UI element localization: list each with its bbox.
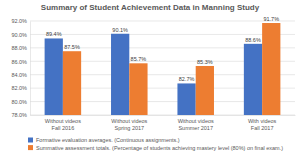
data-label: 89.4% [46,31,62,37]
legend-swatch [28,145,33,150]
y-tick: 86.0% [11,59,30,65]
y-tick-label: 82.0% [11,85,27,91]
y-tick-label: 78.0% [11,112,27,118]
y-axis: 78.0% 80.0% 82.0% 84.0% 86.0% 88.0% 90.0% 92.0% [11,18,30,118]
y-tick-label: 88.0% [11,45,27,51]
chart-title: Summary of Student Achievement Data in M… [41,3,260,12]
legend-label: Formative evaluation averages. (Continuo… [36,137,180,143]
y-tick-label: 90.0% [11,32,27,38]
x-tick: With videosFall 2017 [248,115,277,131]
y-tick-label: 80.0% [11,99,27,105]
x-tick: Without videosSpring 2017 [111,115,147,131]
y-axis-line [30,22,31,116]
x-tick-label: With videosFall 2017 [248,118,277,131]
data-label: 88.6% [245,37,261,43]
grid [30,21,295,115]
x-tick: Without videosFall 2016 [45,115,81,131]
x-tick-label: Without videosSummer 2017 [178,118,214,131]
plot: 78.0% 80.0% 82.0% 84.0% 86.0% 88.0% 90.0% 92.0%… [11,16,295,130]
chart-container: Summary of Student Achievement Data in M… [0,0,300,163]
y-tick-label: 92.0% [11,18,27,24]
legend-label: Summative assessment totals. (Percentage… [36,145,283,151]
y-tick: 78.0% [11,112,30,118]
x-tick: Without videosSummer 2017 [178,115,214,131]
x-tick-label: Without videosSpring 2017 [111,118,147,131]
chart-svg: Summary of Student Achievement Data in M… [0,0,300,163]
bar [111,34,129,115]
legend: Formative evaluation averages. (Continuo… [28,137,283,151]
grid-line [30,21,295,22]
data-label: 85.3% [197,59,213,65]
y-tick-label: 86.0% [11,59,27,65]
x-axis: Without videosFall 2016 Without videosSpr… [31,115,296,131]
data-label: 91.7% [263,16,279,22]
y-tick: 92.0% [11,18,30,24]
data-label: 82.7% [179,76,195,82]
grid-line [30,34,295,35]
y-tick: 80.0% [11,99,30,105]
y-tick: 88.0% [11,45,30,51]
y-tick: 82.0% [11,85,30,91]
bar [63,51,81,115]
data-label: 87.5% [64,44,80,50]
y-tick-label: 84.0% [11,72,27,78]
x-tick-label: Without videosFall 2016 [45,118,81,131]
legend-swatch [28,138,33,143]
bar [129,63,147,115]
bars [45,23,281,115]
y-tick: 84.0% [11,72,30,78]
bar [244,44,262,115]
bar [196,66,214,115]
data-label: 90.1% [112,27,128,33]
x-axis-line [31,115,296,116]
bar [45,38,63,115]
y-tick: 90.0% [11,32,30,38]
data-labels: 89.4% 90.1% 82.7% 88.6% 87.5% 85.7% 85.3% 91.7% [46,16,279,82]
bar [177,83,195,115]
data-label: 85.7% [131,56,147,62]
bar [262,23,280,115]
